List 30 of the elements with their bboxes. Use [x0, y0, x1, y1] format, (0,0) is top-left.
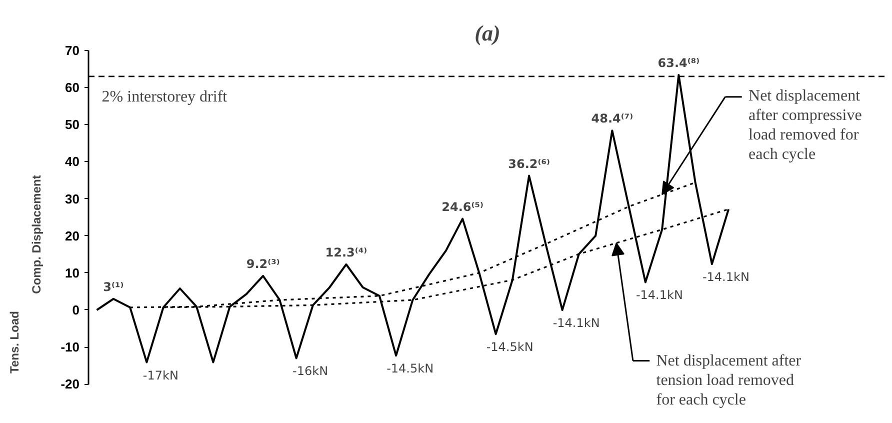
annotation: -14.1kN — [552, 316, 600, 330]
y-tick-label: 50 — [65, 117, 80, 132]
annotation: -16kN — [292, 364, 328, 378]
chart-title: (a) — [474, 20, 500, 46]
annotation: Net displacement after tension load removed for each cycle — [656, 352, 802, 409]
annotation: 48.4⁽⁷⁾ — [591, 112, 634, 126]
annotation: 12.3⁽⁴⁾ — [325, 245, 368, 260]
annotation: 63.4⁽⁸⁾ — [658, 56, 700, 70]
annotation: 36.2⁽⁶⁾ — [508, 156, 550, 171]
y-tick-label: 60 — [65, 80, 80, 96]
y-tick-label: 70 — [65, 43, 80, 58]
annotation: -14.5kN — [486, 340, 534, 354]
annotation: 24.6⁽⁵⁾ — [442, 200, 484, 214]
y-tick-label: 0 — [72, 302, 80, 318]
y-tick-label: 20 — [65, 228, 80, 244]
text: Tens. Load — [8, 311, 22, 374]
annotation: 3⁽¹⁾ — [103, 280, 124, 294]
y-tick-label: -20 — [60, 376, 80, 392]
ref-line-label: 2% interstorey drift — [102, 88, 228, 106]
y-axis-title: Comp. Displacement — [30, 175, 44, 294]
annotation: -14.1kN — [702, 270, 750, 284]
annotation: Net displacement after compressive load removed for each cycle — [748, 88, 862, 164]
annotation: -17kN — [142, 368, 178, 382]
annotation: -14.5kN — [386, 362, 434, 376]
y-tick-label: 10 — [65, 265, 80, 280]
y-tick-label: 40 — [65, 154, 80, 170]
y-tick-label: -10 — [60, 340, 80, 355]
y-tick-label: 30 — [65, 191, 80, 206]
annotation: -14.1kN — [636, 288, 683, 302]
annotation: 9.2⁽³⁾ — [246, 256, 280, 271]
